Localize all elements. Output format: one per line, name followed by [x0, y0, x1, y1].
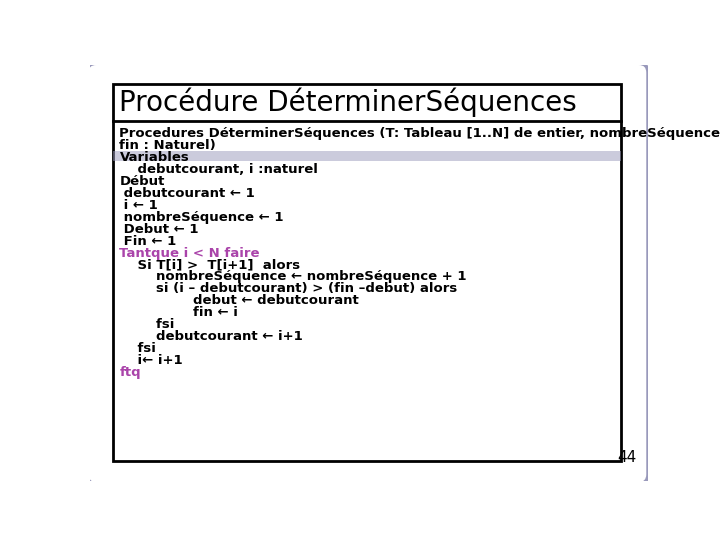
- Text: fsi: fsi: [120, 318, 175, 331]
- Text: Procedures DéterminerSéquences (T: Tableau [1..N] de entier, nombreSéquence, déb: Procedures DéterminerSéquences (T: Table…: [120, 127, 720, 140]
- Text: Début: Début: [120, 175, 165, 188]
- Text: Debut ← 1: Debut ← 1: [120, 222, 199, 235]
- Text: fin : Naturel): fin : Naturel): [120, 139, 216, 152]
- Text: nombreSéquence ← 1: nombreSéquence ← 1: [120, 211, 284, 224]
- Text: fsi: fsi: [120, 342, 156, 355]
- Text: fin ← i: fin ← i: [120, 306, 238, 319]
- FancyBboxPatch shape: [87, 63, 648, 484]
- Text: si (i – debutcourant) > (fin –debut) alors: si (i – debutcourant) > (fin –debut) alo…: [120, 282, 458, 295]
- Text: debutcourant ← i+1: debutcourant ← i+1: [120, 330, 303, 343]
- Bar: [113, 151, 621, 161]
- Text: Fin ← 1: Fin ← 1: [120, 234, 176, 247]
- Text: Procédure DéterminerSéquences: Procédure DéterminerSéquences: [120, 88, 577, 117]
- Text: ftq: ftq: [120, 366, 141, 379]
- Text: nombreSéquence ← nombreSéquence + 1: nombreSéquence ← nombreSéquence + 1: [120, 271, 467, 284]
- Text: Tantque i < N faire: Tantque i < N faire: [120, 247, 260, 260]
- Text: debutcourant ← 1: debutcourant ← 1: [120, 187, 255, 200]
- Text: Si T[i] >  T[i+1]  alors: Si T[i] > T[i+1] alors: [120, 259, 300, 272]
- Text: Variables: Variables: [120, 151, 189, 164]
- Text: i← i+1: i← i+1: [120, 354, 183, 367]
- Text: debutcourant, i :naturel: debutcourant, i :naturel: [120, 163, 318, 176]
- Text: debut ← debutcourant: debut ← debutcourant: [120, 294, 359, 307]
- Text: i ← 1: i ← 1: [120, 199, 158, 212]
- Text: 44: 44: [617, 450, 636, 465]
